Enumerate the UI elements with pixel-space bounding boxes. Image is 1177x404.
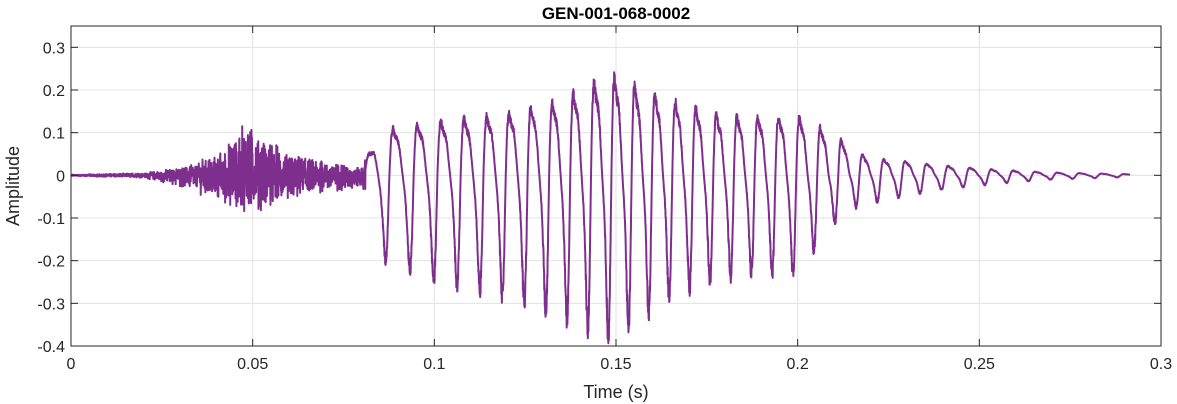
y-axis-label: Amplitude [3, 146, 23, 226]
y-tick-label: -0.3 [37, 296, 65, 313]
x-tick-label: 0.15 [600, 356, 631, 373]
chart-title: GEN-001-068-0002 [542, 4, 690, 23]
x-tick-label: 0.1 [423, 356, 445, 373]
y-axis-ticks: -0.4 -0.3 -0.2 -0.1 0 0.1 0.2 0.3 [37, 40, 1161, 356]
y-tick-label: -0.2 [37, 254, 65, 271]
y-tick-label: 0 [56, 168, 65, 185]
x-tick-label: 0 [67, 356, 76, 373]
x-tick-label: 0.25 [964, 356, 995, 373]
y-tick-label: 0.2 [43, 83, 65, 100]
y-tick-label: 0.3 [43, 40, 65, 57]
x-tick-label: 0.05 [237, 356, 268, 373]
y-tick-label: -0.1 [37, 211, 65, 228]
x-tick-label: 0.2 [787, 356, 809, 373]
y-tick-label: 0.1 [43, 126, 65, 143]
x-axis-label: Time (s) [583, 382, 648, 402]
x-axis-ticks: 0 0.05 0.1 0.15 0.2 0.25 0.3 [67, 26, 1172, 373]
waveform-line [70, 71, 1131, 345]
y-tick-label: -0.4 [37, 339, 65, 356]
x-tick-label: 0.3 [1150, 356, 1172, 373]
